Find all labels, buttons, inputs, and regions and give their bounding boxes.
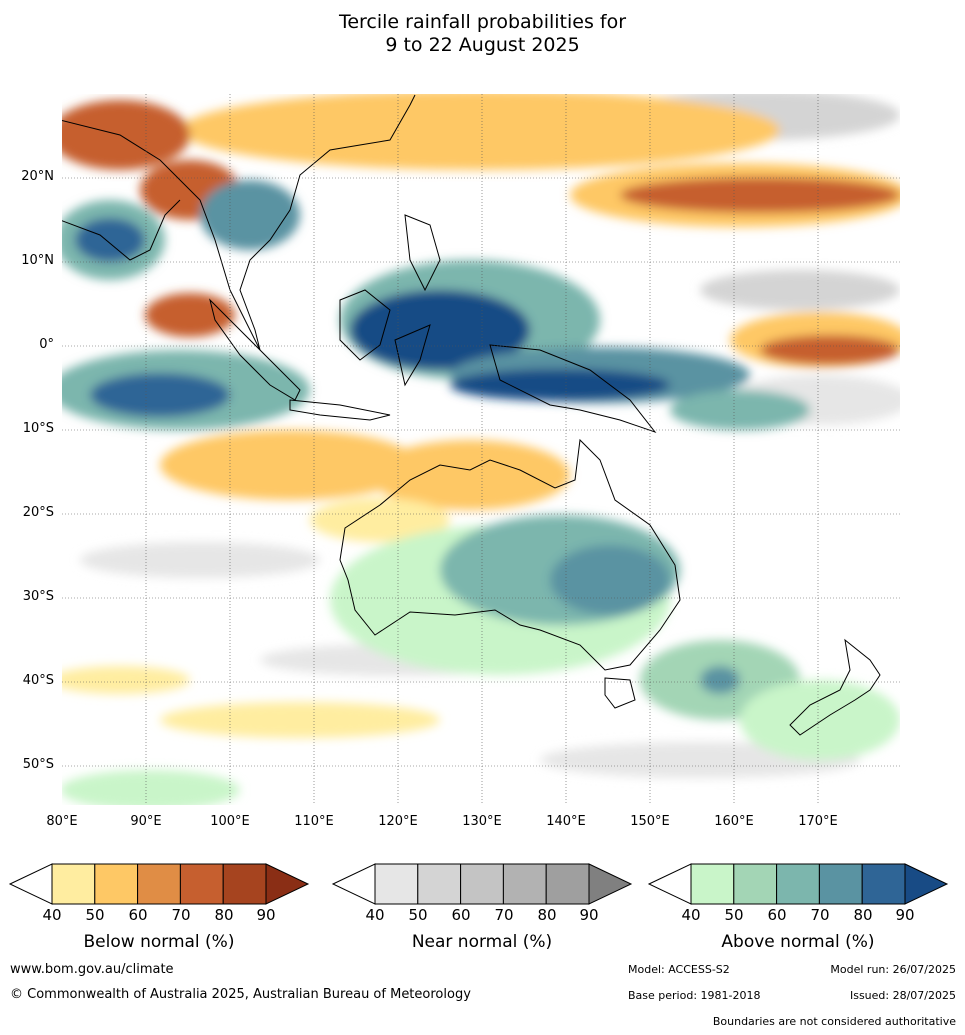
lat-label-20s: 20°S <box>22 505 54 520</box>
colorbar-cell <box>51 863 96 905</box>
lon-label-140e: 140°E <box>546 814 586 829</box>
lon-label-160e: 160°E <box>714 814 754 829</box>
copyright-text: © Commonwealth of Australia 2025, Austra… <box>10 987 471 1002</box>
colorbar-cell <box>818 863 863 905</box>
lon-label-150e: 150°E <box>630 814 670 829</box>
above-tick-80: 80 <box>853 906 873 924</box>
lat-label-10s: 10°S <box>22 421 54 436</box>
lon-label-130e: 130°E <box>462 814 502 829</box>
near-tick-40: 40 <box>365 906 385 924</box>
map-date-range: 9 to 22 August 2025 <box>385 34 580 56</box>
coastlines <box>62 94 881 736</box>
above-tick-40: 40 <box>681 906 701 924</box>
model-run-date: Model run: 26/07/2025 <box>830 963 956 976</box>
below-tick-80: 80 <box>214 906 234 924</box>
near-tick-70: 70 <box>494 906 514 924</box>
lon-label-90e: 90°E <box>130 814 162 829</box>
near-tick-80: 80 <box>537 906 557 924</box>
above-tick-50: 50 <box>724 906 744 924</box>
above-normal-colorbar <box>647 863 949 905</box>
boundaries-disclaimer: Boundaries are not considered authoritat… <box>712 1015 956 1028</box>
below-tick-40: 40 <box>42 906 62 924</box>
lon-label-80e: 80°E <box>46 814 78 829</box>
lat-label-40s: 40°S <box>22 673 54 688</box>
colorbar-cell <box>776 863 820 905</box>
colorbar-cell <box>94 863 139 905</box>
colorbar-cell <box>545 863 590 905</box>
lat-label-10n: 10°N <box>21 253 54 268</box>
lat-label-50s: 50°S <box>22 757 54 772</box>
above-tick-90: 90 <box>895 906 915 924</box>
near-tick-90: 90 <box>579 906 599 924</box>
colorbar-cell <box>460 863 504 905</box>
model-name: Model: ACCESS-S2 <box>628 963 730 976</box>
below-normal-colorbar <box>8 863 310 905</box>
above-tick-70: 70 <box>810 906 830 924</box>
map-title: Tercile rainfall probabilities for <box>338 11 627 33</box>
below-normal-label: Below normal (%) <box>83 932 235 952</box>
probability-field <box>62 94 900 805</box>
base-period: Base period: 1981-2018 <box>628 989 761 1002</box>
lon-label-170e: 170°E <box>798 814 838 829</box>
colorbar-cell <box>502 863 547 905</box>
colorbar-cell <box>137 863 181 905</box>
lon-label-110e: 110°E <box>294 814 334 829</box>
colorbar-cell <box>179 863 224 905</box>
lon-label-100e: 100°E <box>210 814 250 829</box>
colorbar-cell <box>861 863 906 905</box>
above-normal-label: Above normal (%) <box>721 932 875 952</box>
lat-label-20n: 20°N <box>21 169 54 184</box>
below-tick-50: 50 <box>85 906 105 924</box>
website-link[interactable]: www.bom.gov.au/climate <box>10 962 174 977</box>
below-tick-70: 70 <box>171 906 191 924</box>
above-tick-60: 60 <box>767 906 787 924</box>
colorbar-cell <box>690 863 735 905</box>
issued-date: Issued: 28/07/2025 <box>849 989 956 1002</box>
lon-label-120e: 120°E <box>378 814 418 829</box>
colorbar-cell <box>222 863 267 905</box>
colorbar-cell <box>417 863 462 905</box>
rainfall-probability-map <box>62 94 900 805</box>
near-normal-label: Near normal (%) <box>411 932 553 952</box>
near-normal-colorbar <box>331 863 633 905</box>
near-tick-60: 60 <box>451 906 471 924</box>
below-tick-90: 90 <box>256 906 276 924</box>
lat-label-30s: 30°S <box>22 589 54 604</box>
near-tick-50: 50 <box>408 906 428 924</box>
colorbar-cell <box>733 863 778 905</box>
lat-label-0: 0° <box>39 337 54 352</box>
below-tick-60: 60 <box>128 906 148 924</box>
colorbar-cell <box>374 863 419 905</box>
